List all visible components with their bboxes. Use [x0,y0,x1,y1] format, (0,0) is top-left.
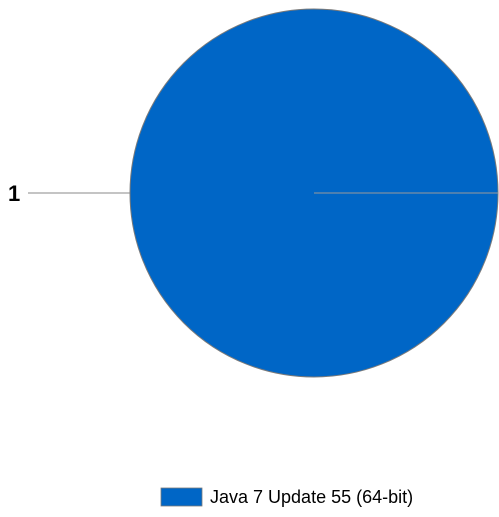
pie-data-labels: 1 [8,181,130,206]
legend: Java 7 Update 55 (64-bit) [160,487,413,507]
data-label: 1 [8,181,20,206]
legend-label: Java 7 Update 55 (64-bit) [210,487,413,507]
pie-slices [129,8,499,378]
legend-swatch [160,487,203,507]
